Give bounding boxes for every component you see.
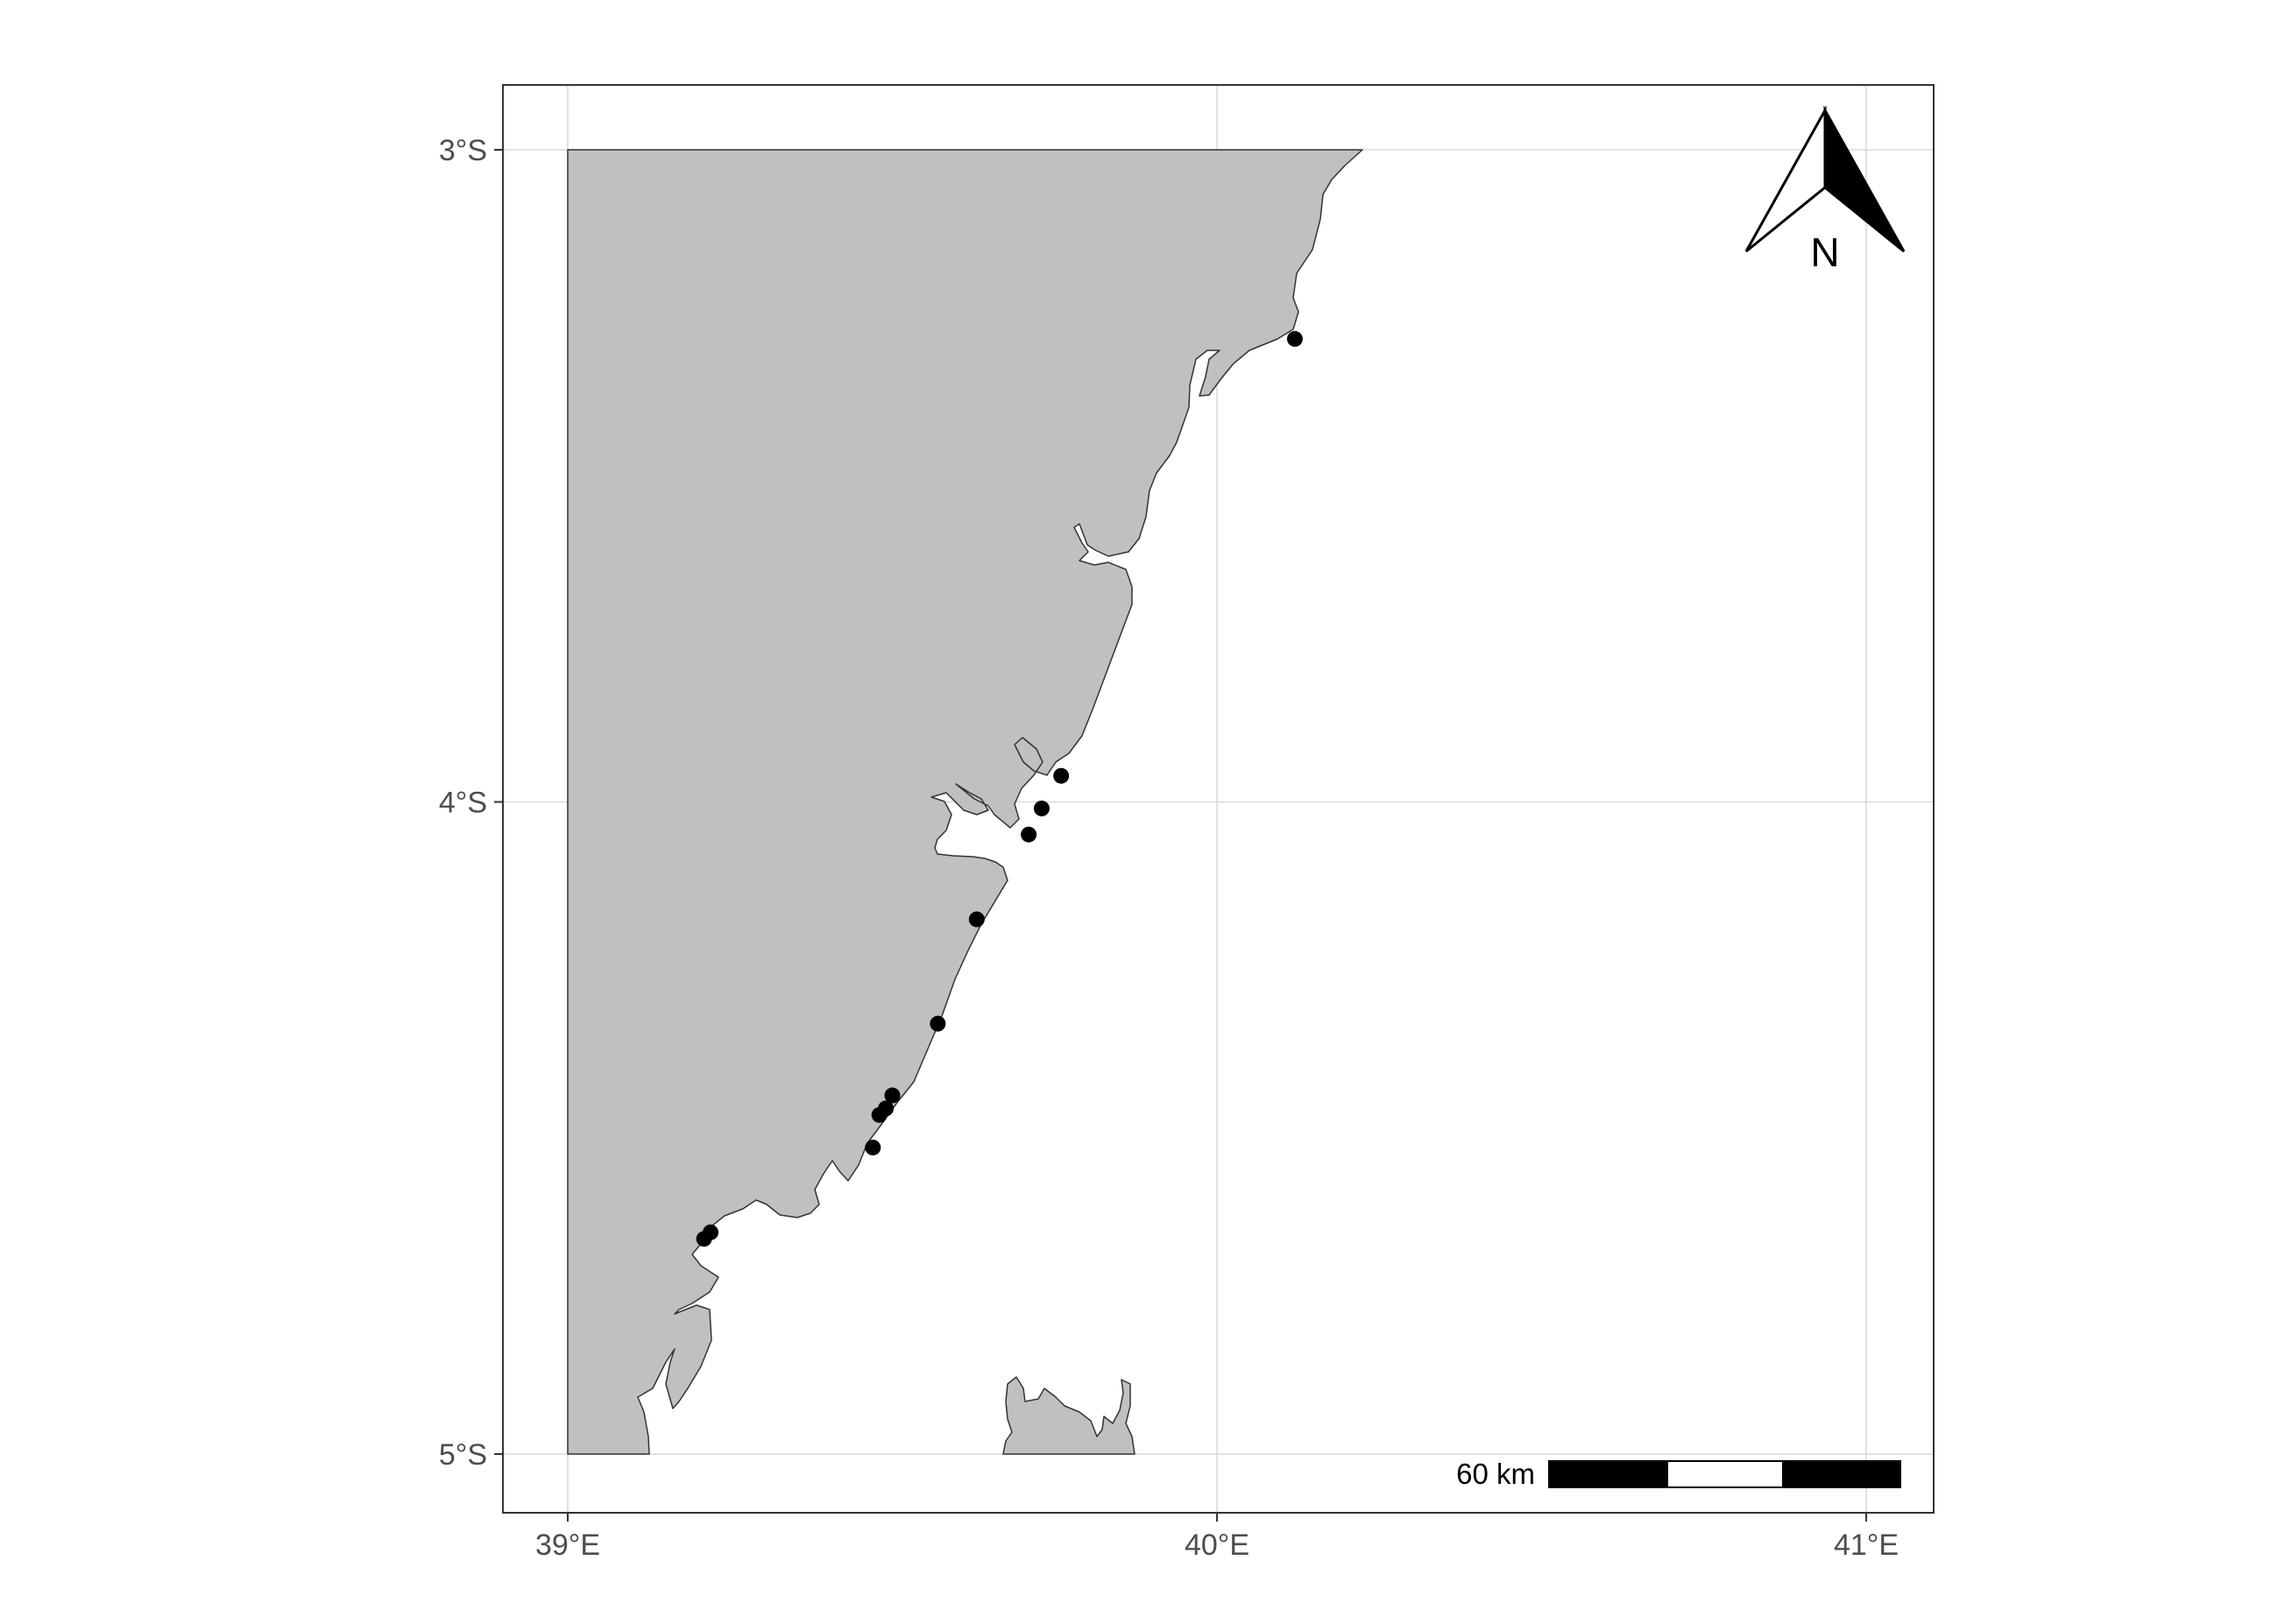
y-tick-label-2: 5°S [439, 1438, 487, 1472]
island-coast [1002, 1376, 1135, 1455]
mainland-coast [567, 149, 1363, 1455]
site-point-2 [1033, 800, 1050, 816]
site-point-9 [865, 1140, 881, 1156]
north-arrow-icon: N [1744, 105, 1906, 275]
land-layer [567, 149, 1363, 1455]
site-point-3 [1021, 826, 1037, 843]
scale-bar-segment-2 [1666, 1460, 1784, 1488]
north-arrow-label: N [1810, 229, 1839, 275]
y-tick-label-0: 3°S [439, 134, 487, 167]
x-tick-label-0: 39°E [535, 1529, 600, 1562]
x-tick-label-1: 40°E [1185, 1529, 1249, 1562]
site-point-6 [884, 1087, 901, 1104]
site-point-0 [1286, 330, 1303, 347]
site-point-5 [930, 1015, 946, 1032]
axes: 39°E 40°E 41°E 3°S 4°S 5°S [439, 134, 1899, 1562]
site-point-4 [968, 911, 985, 928]
scale-bar-segment-1 [1548, 1460, 1668, 1488]
site-point-1 [1053, 767, 1070, 784]
y-tick-label-1: 4°S [439, 787, 487, 820]
site-point-11 [696, 1231, 712, 1247]
scale-bar: 60 km [1456, 1458, 1901, 1490]
site-point-8 [871, 1106, 888, 1123]
site-points [696, 330, 1303, 1247]
scale-bar-segment-3 [1782, 1460, 1901, 1488]
scale-bar-label: 60 km [1456, 1458, 1535, 1490]
x-tick-label-2: 41°E [1834, 1529, 1899, 1562]
panel-border [502, 84, 1935, 1514]
